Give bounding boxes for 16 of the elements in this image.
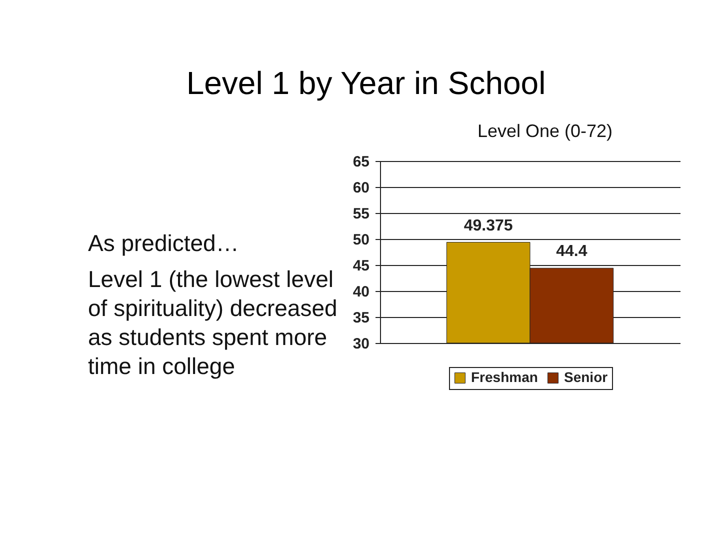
y-tick-label: 35 [352,310,370,326]
text: Level 1 (the lowest level of spirituality) decreased as students spent more time in college [88,266,338,379]
y-tick-label: 50 [352,232,370,248]
y-tick-label: 65 [352,154,370,170]
y-tick-label: 40 [352,284,370,300]
data-label: 44.4 [556,243,588,260]
text: As predicted… [88,230,239,256]
chart-title: Level 1 by Year in School [186,65,546,101]
legend-label: Senior [564,369,608,385]
y-tick-label: 30 [352,336,370,352]
y-tick-label: 45 [352,258,370,274]
y-tick-label: 55 [352,206,370,222]
data-label: 49.375 [464,217,513,234]
chart-subtitle: Level One (0-72) [477,121,613,141]
legend-label: Freshman [471,369,538,385]
y-tick-label: 60 [352,180,370,196]
